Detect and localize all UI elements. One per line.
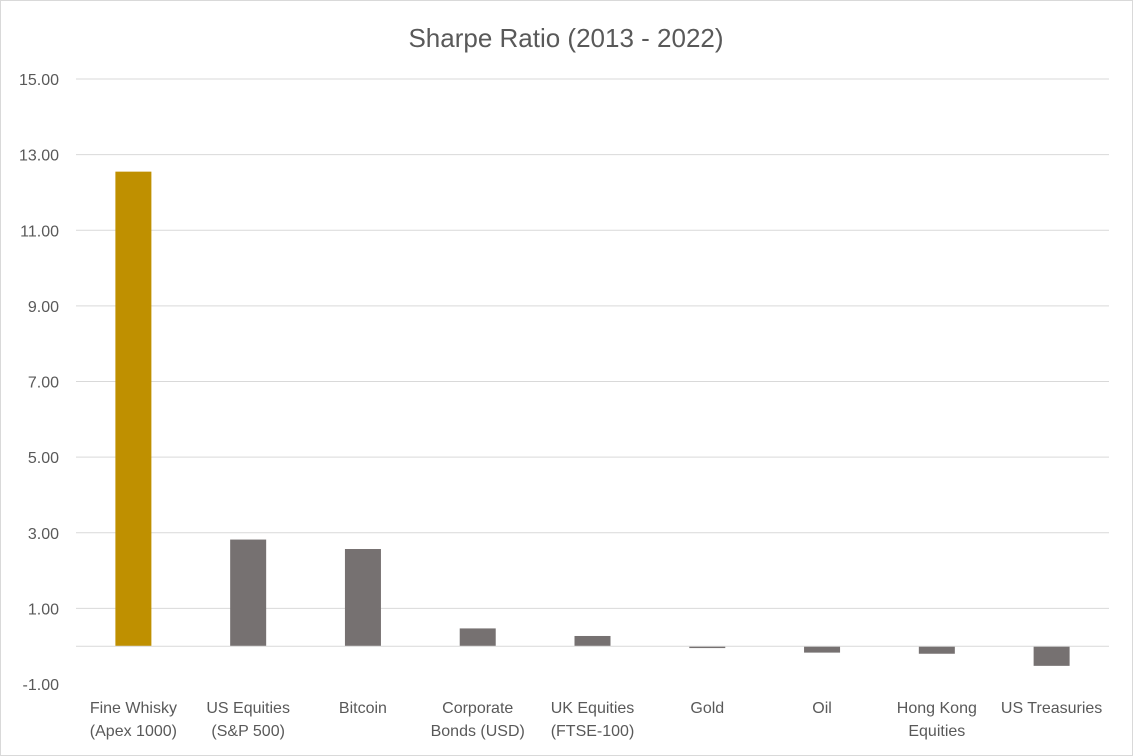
category-label-line: UK Equities bbox=[551, 700, 635, 717]
category-label-line: Equities bbox=[908, 723, 965, 740]
y-tick-label: 5.00 bbox=[28, 450, 59, 467]
category-label: Oil bbox=[812, 700, 832, 717]
y-tick-label: -1.00 bbox=[23, 677, 60, 694]
category-label-line: Fine Whisky bbox=[90, 700, 177, 717]
category-label: Gold bbox=[690, 700, 724, 717]
y-tick-label: 1.00 bbox=[28, 601, 59, 618]
bar bbox=[344, 549, 381, 647]
category-label: US Treasuries bbox=[1001, 700, 1102, 717]
bar bbox=[918, 646, 955, 654]
x-axis-category-labels: Fine Whisky (Apex 1000) US Equities (S&P 50… bbox=[90, 700, 1102, 740]
bar bbox=[804, 646, 841, 653]
category-label-line: Corporate bbox=[442, 700, 513, 717]
category-label-line: (Apex 1000) bbox=[90, 723, 177, 740]
y-tick-label: 7.00 bbox=[28, 375, 59, 392]
bars bbox=[115, 171, 1070, 666]
category-label: Corporate Bonds (USD) bbox=[431, 700, 525, 740]
gridlines bbox=[76, 78, 1109, 609]
category-label-line: Hong Kong bbox=[897, 700, 977, 717]
chart-title: Sharpe Ratio (2013 - 2022) bbox=[408, 23, 723, 53]
bar bbox=[459, 628, 496, 647]
category-label: US Equities (S&P 500) bbox=[206, 700, 290, 740]
bar bbox=[689, 646, 726, 649]
category-label-line: (FTSE-100) bbox=[551, 723, 635, 740]
category-label-line: Bonds (USD) bbox=[431, 723, 525, 740]
y-tick-label: 3.00 bbox=[28, 526, 59, 543]
y-tick-label: 13.00 bbox=[19, 148, 59, 165]
category-label: Hong Kong Equities bbox=[897, 700, 977, 740]
bar bbox=[574, 635, 611, 647]
bar bbox=[230, 539, 267, 647]
y-tick-label: 11.00 bbox=[20, 223, 59, 240]
category-label: UK Equities (FTSE-100) bbox=[551, 700, 635, 740]
category-label-line: Gold bbox=[690, 700, 724, 717]
category-label-line: US Equities bbox=[206, 700, 290, 717]
y-tick-label: 9.00 bbox=[28, 299, 59, 316]
category-label-line: Oil bbox=[812, 700, 832, 717]
bar bbox=[1033, 646, 1070, 666]
category-label-line: Bitcoin bbox=[339, 700, 387, 717]
y-axis-tick-labels: 15.00 13.00 11.00 9.00 7.00 5.00 3.00 1.00 -1.00 bbox=[19, 72, 59, 694]
y-tick-label: 15.00 bbox=[19, 72, 59, 89]
category-label: Bitcoin bbox=[339, 700, 387, 717]
bar bbox=[115, 171, 152, 647]
category-label: Fine Whisky (Apex 1000) bbox=[90, 700, 177, 740]
category-label-line: (S&P 500) bbox=[211, 723, 285, 740]
category-label-line: US Treasuries bbox=[1001, 700, 1102, 717]
